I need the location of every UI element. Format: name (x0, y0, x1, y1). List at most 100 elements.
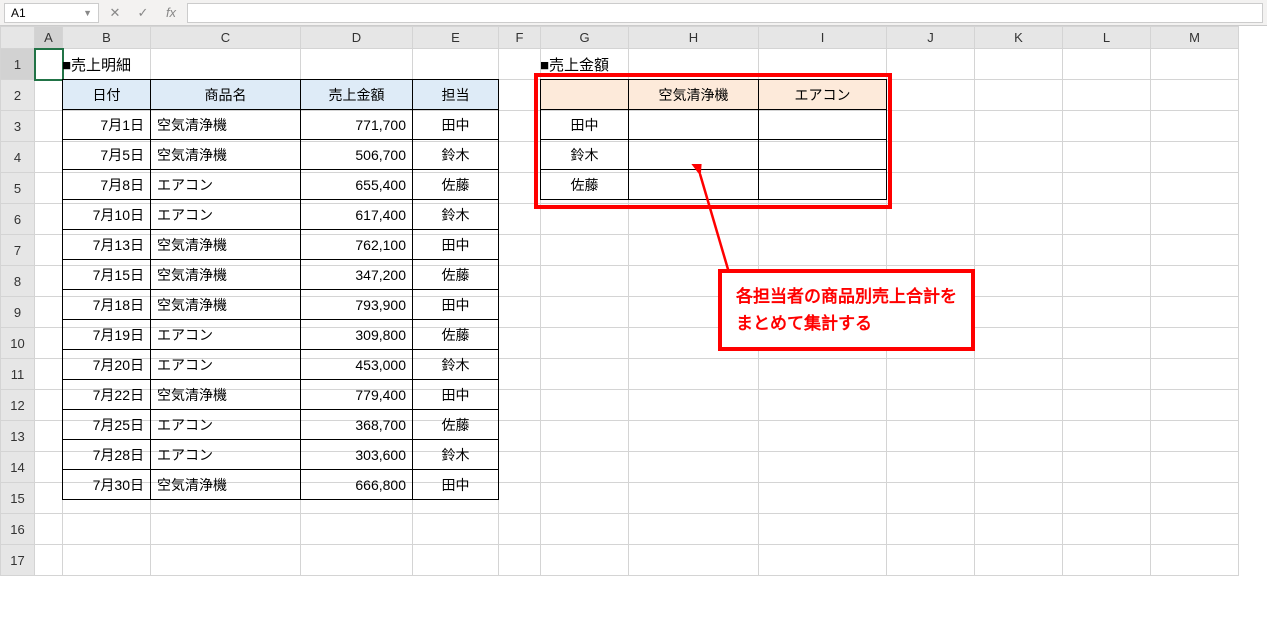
cell-H12[interactable] (629, 390, 759, 421)
cell-J11[interactable] (887, 359, 975, 390)
formula-input[interactable] (187, 3, 1263, 23)
cell-A2[interactable] (35, 80, 63, 111)
cell-M9[interactable] (1151, 297, 1239, 328)
detail-cell[interactable]: 7月25日 (63, 410, 151, 440)
cell-I1[interactable] (759, 49, 887, 80)
row-header-14[interactable]: 14 (1, 452, 35, 483)
cell-I11[interactable] (759, 359, 887, 390)
detail-cell[interactable]: 佐藤 (413, 410, 499, 440)
cell-E16[interactable] (413, 514, 499, 545)
row-header-15[interactable]: 15 (1, 483, 35, 514)
cell-G6[interactable] (541, 204, 629, 235)
cell-H14[interactable] (629, 452, 759, 483)
cell-K4[interactable] (975, 142, 1063, 173)
summary-cell[interactable] (629, 170, 759, 200)
cell-F5[interactable] (499, 173, 541, 204)
cell-J12[interactable] (887, 390, 975, 421)
summary-row-header[interactable]: 佐藤 (541, 170, 629, 200)
cell-L16[interactable] (1063, 514, 1151, 545)
cell-M6[interactable] (1151, 204, 1239, 235)
detail-cell[interactable]: エアコン (151, 320, 301, 350)
cell-B16[interactable] (63, 514, 151, 545)
cell-L11[interactable] (1063, 359, 1151, 390)
cell-L4[interactable] (1063, 142, 1151, 173)
row-header-17[interactable]: 17 (1, 545, 35, 576)
detail-cell[interactable]: 666,800 (301, 470, 413, 500)
detail-cell[interactable]: 7月18日 (63, 290, 151, 320)
cell-M2[interactable] (1151, 80, 1239, 111)
detail-cell[interactable]: 田中 (413, 230, 499, 260)
cell-K1[interactable] (975, 49, 1063, 80)
cell-F17[interactable] (499, 545, 541, 576)
row-header-1[interactable]: 1 (1, 49, 35, 80)
cell-L8[interactable] (1063, 266, 1151, 297)
detail-cell[interactable]: 7月5日 (63, 140, 151, 170)
detail-cell[interactable]: 7月22日 (63, 380, 151, 410)
cell-E17[interactable] (413, 545, 499, 576)
cell-H1[interactable] (629, 49, 759, 80)
cell-J5[interactable] (887, 173, 975, 204)
cell-M12[interactable] (1151, 390, 1239, 421)
detail-cell[interactable]: 鈴木 (413, 140, 499, 170)
detail-cell[interactable]: 7月28日 (63, 440, 151, 470)
detail-cell[interactable]: 7月30日 (63, 470, 151, 500)
cell-A14[interactable] (35, 452, 63, 483)
cell-M4[interactable] (1151, 142, 1239, 173)
cell-C16[interactable] (151, 514, 301, 545)
detail-cell[interactable]: 空気清浄機 (151, 380, 301, 410)
detail-cell[interactable]: 鈴木 (413, 200, 499, 230)
cell-K15[interactable] (975, 483, 1063, 514)
cell-A15[interactable] (35, 483, 63, 514)
cell-F3[interactable] (499, 111, 541, 142)
cell-A3[interactable] (35, 111, 63, 142)
cell-K13[interactable] (975, 421, 1063, 452)
cell-G10[interactable] (541, 328, 629, 359)
cell-H17[interactable] (629, 545, 759, 576)
col-header-A[interactable]: A (35, 27, 63, 49)
col-header-L[interactable]: L (1063, 27, 1151, 49)
cell-L15[interactable] (1063, 483, 1151, 514)
detail-cell[interactable]: 鈴木 (413, 440, 499, 470)
detail-cell[interactable]: 佐藤 (413, 260, 499, 290)
cell-I13[interactable] (759, 421, 887, 452)
detail-cell[interactable]: 7月13日 (63, 230, 151, 260)
detail-cell[interactable]: 空気清浄機 (151, 230, 301, 260)
row-header-8[interactable]: 8 (1, 266, 35, 297)
cell-L9[interactable] (1063, 297, 1151, 328)
cell-A8[interactable] (35, 266, 63, 297)
detail-cell[interactable]: 田中 (413, 110, 499, 140)
detail-cell[interactable]: 空気清浄機 (151, 110, 301, 140)
cell-M1[interactable] (1151, 49, 1239, 80)
detail-cell[interactable]: 771,700 (301, 110, 413, 140)
cell-L5[interactable] (1063, 173, 1151, 204)
cell-J13[interactable] (887, 421, 975, 452)
cell-D17[interactable] (301, 545, 413, 576)
cell-A17[interactable] (35, 545, 63, 576)
worksheet-area[interactable]: ABCDEFGHIJKLM 1234567891011121314151617 … (0, 26, 1267, 621)
cell-J17[interactable] (887, 545, 975, 576)
detail-cell[interactable]: 田中 (413, 470, 499, 500)
row-header-13[interactable]: 13 (1, 421, 35, 452)
cell-H13[interactable] (629, 421, 759, 452)
cell-L14[interactable] (1063, 452, 1151, 483)
cell-M7[interactable] (1151, 235, 1239, 266)
row-header-5[interactable]: 5 (1, 173, 35, 204)
cell-K16[interactable] (975, 514, 1063, 545)
summary-row-header[interactable]: 鈴木 (541, 140, 629, 170)
cell-I6[interactable] (759, 204, 887, 235)
detail-cell[interactable]: 田中 (413, 290, 499, 320)
cell-J2[interactable] (887, 80, 975, 111)
cell-C17[interactable] (151, 545, 301, 576)
cell-G8[interactable] (541, 266, 629, 297)
cell-G16[interactable] (541, 514, 629, 545)
col-header-F[interactable]: F (499, 27, 541, 49)
cell-A5[interactable] (35, 173, 63, 204)
cell-I12[interactable] (759, 390, 887, 421)
select-all-corner[interactable] (1, 27, 35, 49)
cell-K11[interactable] (975, 359, 1063, 390)
cell-K2[interactable] (975, 80, 1063, 111)
cell-K5[interactable] (975, 173, 1063, 204)
cell-J1[interactable] (887, 49, 975, 80)
col-header-H[interactable]: H (629, 27, 759, 49)
cell-F9[interactable] (499, 297, 541, 328)
